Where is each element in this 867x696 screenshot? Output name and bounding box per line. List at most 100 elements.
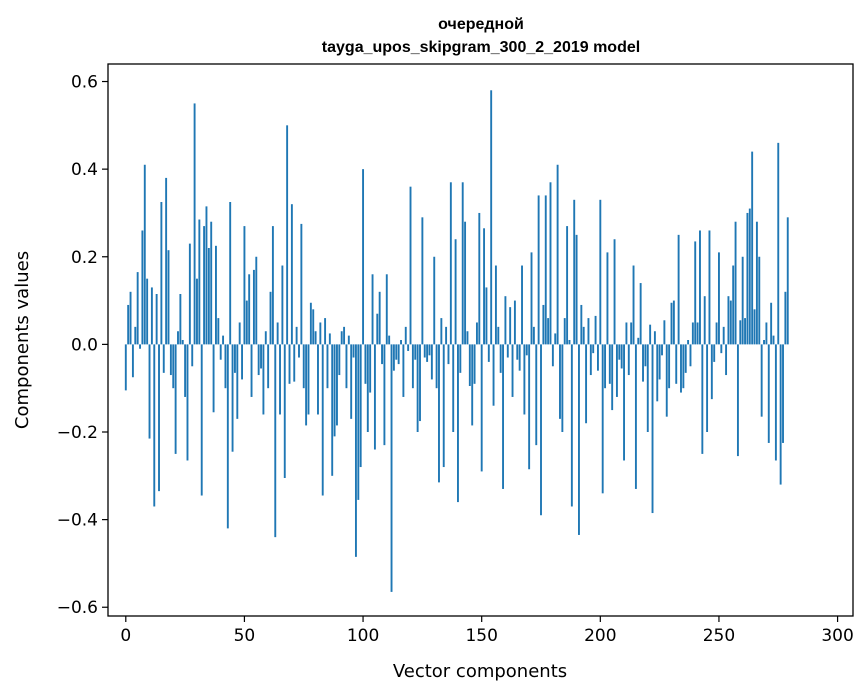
y-tick-label: −0.2	[57, 423, 98, 443]
bar-33	[203, 226, 206, 345]
bar-198	[594, 315, 597, 345]
bar-20	[172, 344, 175, 389]
bar-194	[585, 344, 588, 424]
bar-11	[150, 287, 153, 345]
bar-88	[333, 344, 336, 437]
bar-139	[454, 239, 457, 345]
bar-129	[430, 344, 433, 380]
bar-144	[466, 331, 469, 345]
bar-218	[642, 344, 644, 382]
bar-146	[471, 344, 474, 426]
bar-137	[449, 182, 452, 345]
bar-19	[169, 344, 172, 376]
bar-204	[608, 344, 611, 384]
bar-178	[547, 318, 550, 345]
bar-243	[701, 344, 704, 454]
bar-168	[523, 344, 526, 415]
bar-35	[207, 248, 210, 345]
bar-249	[715, 322, 718, 345]
bar-235	[682, 344, 685, 389]
bar-127	[426, 344, 429, 362]
bar-201	[601, 344, 604, 494]
bar-222	[651, 344, 654, 514]
bar-173	[535, 344, 538, 446]
bar-228	[665, 344, 668, 417]
bar-225	[658, 344, 661, 380]
bar-122	[414, 344, 417, 360]
bar-25	[184, 344, 187, 397]
bar-124	[419, 344, 421, 422]
bar-192	[580, 304, 583, 345]
bar-200	[599, 199, 602, 345]
bar-164	[513, 300, 516, 345]
bar-102	[366, 344, 369, 432]
bar-37	[212, 344, 215, 413]
bar-186	[566, 226, 569, 345]
bar-250	[718, 252, 720, 345]
bar-268	[760, 344, 763, 417]
bar-166	[518, 344, 521, 371]
bar-112	[390, 344, 393, 592]
bar-254	[727, 296, 730, 345]
bar-94	[347, 335, 350, 345]
bar-155	[492, 344, 495, 406]
chart-title-line-1: очередной	[438, 16, 524, 33]
bar-260	[741, 256, 744, 345]
bar-272	[770, 302, 773, 345]
bar-219	[644, 344, 647, 367]
bar-51	[245, 300, 248, 345]
bar-1	[127, 304, 130, 345]
bar-251	[720, 344, 723, 354]
bar-113	[392, 344, 395, 371]
bar-241	[696, 322, 699, 345]
bar-174	[537, 195, 540, 345]
bar-184	[561, 344, 564, 432]
bar-224	[656, 344, 659, 402]
bar-207	[615, 344, 618, 397]
bar-92	[343, 326, 346, 345]
bar-217	[639, 283, 642, 345]
y-tick-label: 0.4	[71, 160, 98, 180]
bar-269	[763, 340, 765, 345]
bar-41	[222, 335, 225, 345]
bar-13	[155, 294, 158, 345]
bar-22	[177, 331, 179, 345]
bar-43	[226, 344, 229, 529]
bar-253	[725, 344, 728, 376]
y-axis-label: Components values	[12, 251, 33, 429]
bar-32	[200, 344, 203, 496]
bar-210	[623, 344, 625, 461]
bar-263	[748, 208, 751, 345]
bar-193	[582, 326, 585, 345]
bar-132	[438, 344, 440, 483]
bar-73	[298, 344, 300, 358]
bar-270	[765, 322, 768, 345]
bar-150	[480, 344, 483, 472]
bar-209	[620, 344, 623, 369]
bar-262	[746, 212, 749, 345]
bar-75	[302, 344, 305, 389]
bar-74	[300, 223, 303, 345]
bar-9	[146, 278, 149, 345]
bar-133	[440, 318, 443, 345]
bar-160	[504, 296, 507, 345]
bar-47	[236, 344, 239, 419]
bar-66	[281, 265, 284, 345]
bar-24	[181, 340, 184, 345]
bar-237	[687, 340, 690, 345]
bar-167	[521, 265, 523, 345]
bar-93	[345, 344, 348, 389]
bar-128	[428, 344, 431, 356]
bar-181	[554, 333, 557, 345]
bar-259	[739, 320, 742, 345]
bar-163	[511, 344, 514, 397]
bar-89	[336, 344, 338, 426]
bar-115	[397, 344, 400, 365]
y-tick-label: −0.6	[57, 598, 98, 618]
ticks-layer: 0 50 100 150 200 250 300 −0.6 −0.4 −0.2 0.0 0.2 0.4 0…	[57, 73, 854, 646]
bar-3	[131, 344, 134, 378]
bar-275	[777, 142, 780, 345]
x-axis-label: Vector components	[393, 661, 567, 682]
bar-138	[452, 344, 455, 432]
y-tick-label: −0.4	[57, 511, 98, 531]
